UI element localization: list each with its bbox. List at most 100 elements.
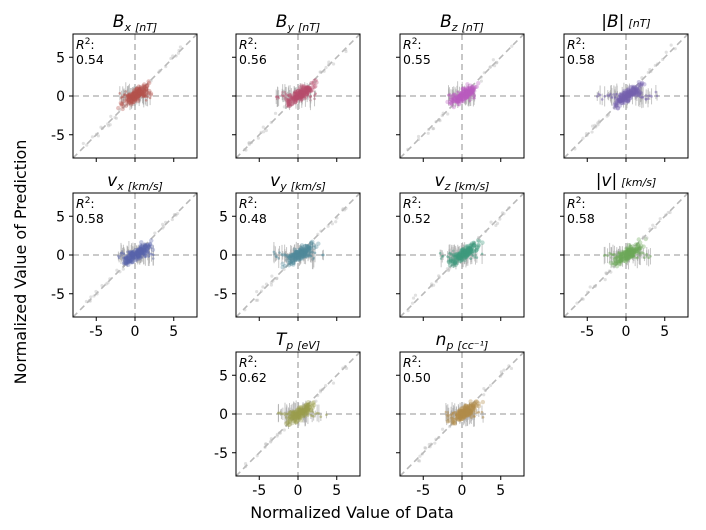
data-point bbox=[130, 259, 135, 265]
data-point bbox=[144, 86, 149, 91]
data-point bbox=[455, 95, 461, 100]
data-point bbox=[448, 257, 453, 262]
data-point bbox=[310, 239, 315, 245]
data-point bbox=[299, 246, 304, 251]
data-point bbox=[455, 413, 460, 419]
data-point bbox=[303, 248, 309, 254]
data-point bbox=[629, 91, 634, 96]
data-point bbox=[628, 91, 631, 95]
data-point bbox=[151, 253, 155, 257]
data-point bbox=[104, 282, 108, 286]
data-point bbox=[474, 403, 480, 408]
data-point bbox=[302, 248, 308, 254]
data-point bbox=[475, 256, 479, 259]
data-point bbox=[628, 88, 634, 93]
data-point bbox=[654, 90, 658, 94]
data-point bbox=[653, 225, 657, 229]
data-point bbox=[115, 268, 119, 272]
data-point bbox=[623, 249, 629, 255]
data-point bbox=[304, 89, 309, 95]
data-point bbox=[296, 253, 301, 259]
data-point bbox=[468, 88, 474, 93]
data-point bbox=[131, 91, 137, 96]
y-tick-label: -5 bbox=[214, 287, 228, 303]
data-point bbox=[294, 94, 300, 99]
data-point bbox=[473, 399, 478, 405]
data-point bbox=[464, 89, 470, 94]
data-point bbox=[132, 92, 137, 98]
data-point bbox=[297, 407, 302, 412]
data-point bbox=[629, 251, 635, 256]
data-point bbox=[269, 120, 273, 125]
data-point bbox=[628, 251, 633, 256]
data-point bbox=[303, 408, 308, 413]
data-point bbox=[630, 253, 635, 259]
data-point bbox=[244, 465, 248, 469]
data-point bbox=[638, 95, 642, 99]
data-point bbox=[469, 247, 474, 252]
data-point bbox=[297, 89, 303, 94]
data-point bbox=[123, 255, 129, 261]
data-point bbox=[471, 87, 476, 93]
data-point bbox=[465, 248, 470, 254]
data-point bbox=[437, 275, 442, 279]
data-point bbox=[633, 242, 639, 247]
data-point bbox=[134, 250, 140, 255]
data-point bbox=[466, 409, 471, 414]
data-point bbox=[310, 87, 315, 93]
data-point bbox=[125, 259, 130, 265]
data-point bbox=[134, 92, 140, 97]
data-point bbox=[316, 232, 320, 236]
data-point bbox=[603, 253, 607, 257]
data-point bbox=[643, 236, 648, 242]
data-point bbox=[131, 251, 136, 257]
data-point bbox=[620, 256, 624, 260]
data-point bbox=[131, 92, 136, 97]
data-point bbox=[286, 102, 291, 107]
data-point bbox=[313, 251, 317, 255]
data-point bbox=[617, 258, 623, 264]
data-point bbox=[661, 57, 665, 62]
panel-plot-area bbox=[236, 193, 360, 317]
data-point bbox=[626, 242, 632, 248]
data-point bbox=[618, 251, 621, 255]
data-point bbox=[618, 96, 624, 102]
data-point bbox=[454, 412, 459, 417]
data-point bbox=[301, 252, 306, 257]
data-point bbox=[492, 64, 497, 68]
data-point bbox=[134, 249, 140, 254]
data-point bbox=[461, 409, 467, 415]
data-point bbox=[142, 84, 147, 90]
data-point bbox=[471, 86, 477, 91]
data-point bbox=[302, 252, 308, 257]
data-point bbox=[462, 248, 467, 253]
data-point bbox=[607, 94, 610, 98]
data-point bbox=[142, 247, 147, 253]
data-point bbox=[135, 93, 141, 98]
data-point bbox=[306, 250, 311, 255]
data-point bbox=[335, 216, 339, 220]
data-point bbox=[460, 91, 466, 97]
data-point bbox=[311, 242, 316, 248]
data-point bbox=[616, 256, 621, 262]
data-point bbox=[137, 94, 141, 97]
data-point bbox=[301, 410, 306, 416]
data-point bbox=[298, 93, 304, 99]
data-point bbox=[618, 97, 623, 102]
data-point bbox=[304, 414, 307, 417]
data-point bbox=[464, 412, 470, 418]
data-point bbox=[632, 250, 637, 255]
data-point bbox=[133, 92, 138, 97]
data-point bbox=[628, 244, 633, 250]
data-point bbox=[466, 252, 471, 257]
data-point bbox=[468, 91, 473, 97]
data-point bbox=[319, 229, 323, 233]
data-point bbox=[637, 251, 640, 254]
data-point bbox=[129, 256, 135, 261]
data-point bbox=[145, 83, 150, 88]
data-point bbox=[292, 418, 298, 423]
data-point bbox=[617, 259, 622, 264]
data-point bbox=[618, 259, 623, 264]
data-point bbox=[464, 91, 469, 97]
data-point bbox=[126, 95, 129, 98]
